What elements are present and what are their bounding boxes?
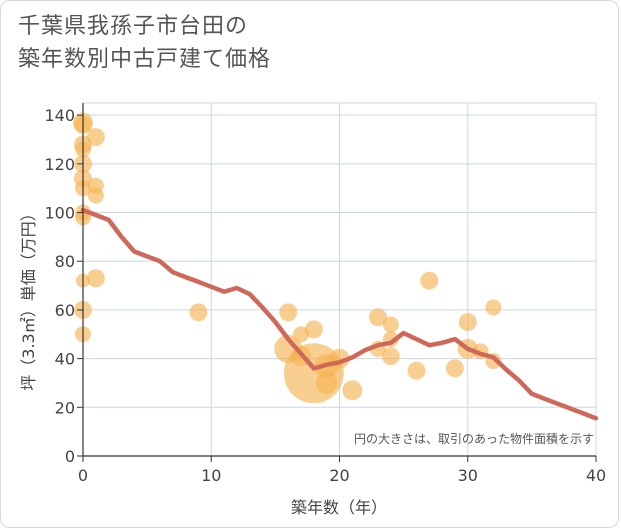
bubble-point xyxy=(381,347,400,366)
trend-line xyxy=(80,207,599,421)
bubble-layer xyxy=(73,112,502,404)
tick-labels: 0 10 20 30 40 0 20 40 60 80 100 120 140 xyxy=(44,106,606,485)
y-tick-label: 140 xyxy=(44,106,75,125)
y-tick-label: 0 xyxy=(65,447,75,466)
bubble-point xyxy=(315,371,338,394)
x-tick-label: 20 xyxy=(329,466,349,485)
x-tick-label: 10 xyxy=(201,466,221,485)
bubble-point xyxy=(382,316,399,333)
bubble-point xyxy=(368,308,387,327)
bubble-point xyxy=(445,359,464,378)
y-tick-label: 20 xyxy=(55,398,75,417)
y-tick-label: 120 xyxy=(44,155,75,174)
y-axis-label: 坪（3.3㎡）単価（万円） xyxy=(19,205,38,390)
bubble-point xyxy=(342,380,363,401)
axes xyxy=(77,103,597,462)
x-tick-label: 40 xyxy=(586,466,606,485)
y-tick-label: 80 xyxy=(55,252,75,271)
x-tick-label: 0 xyxy=(78,466,88,485)
x-tick-label: 30 xyxy=(458,466,478,485)
bubble-point xyxy=(485,299,502,316)
bubble-point xyxy=(87,187,104,204)
x-axis-label: 築年数（年） xyxy=(291,498,387,517)
bubble-point xyxy=(86,128,105,147)
grid xyxy=(82,102,597,457)
chart-title: 千葉県我孫子市台田の 築年数別中古戸建て価格 xyxy=(18,10,271,76)
y-tick-label: 40 xyxy=(55,350,75,369)
bubble-point xyxy=(86,269,105,288)
bubble-point xyxy=(458,313,477,332)
y-tick-label: 100 xyxy=(44,204,75,223)
bubble-point xyxy=(304,320,323,339)
bubble-point xyxy=(279,303,298,322)
trend-layer xyxy=(80,207,599,421)
bubble-point xyxy=(407,361,426,380)
chart-title-line-2: 築年数別中古戸建て価格 xyxy=(18,47,272,72)
bubble-point xyxy=(189,303,208,322)
y-tick-label: 60 xyxy=(55,301,75,320)
chart-title-line-1: 千葉県我孫子市台田の xyxy=(18,14,249,39)
area-note: 円の大きさは、取引のあった物件面積を示す xyxy=(354,431,594,446)
bubble-point xyxy=(420,271,439,290)
